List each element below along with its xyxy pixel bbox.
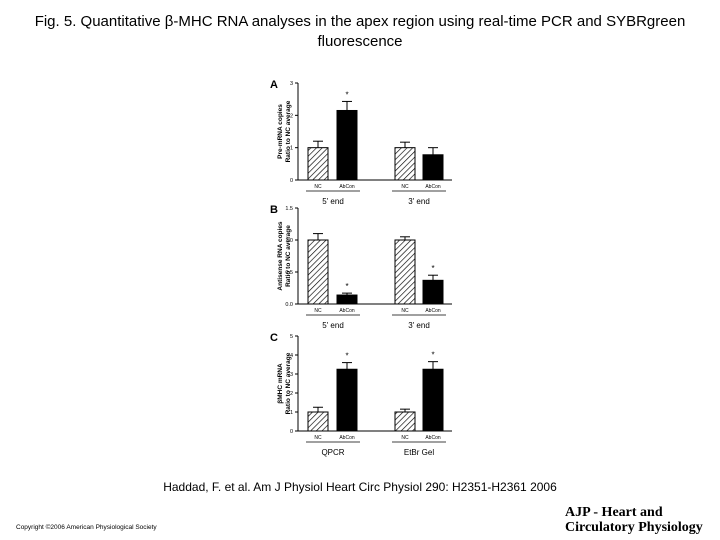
panel-b-group-label: 5' end: [322, 321, 344, 330]
panel-c-y-tick-label: 0: [290, 429, 293, 435]
panel-c-category-label: AbCon: [425, 435, 441, 441]
journal-logo: AJP - Heart and Circulatory Physiology: [565, 505, 703, 535]
panel-c-y-tick-label: 1: [290, 410, 293, 416]
panel-b-group-label: 3' end: [408, 321, 430, 330]
copyright-notice: Copyright ©2006 American Physiological S…: [16, 524, 157, 531]
panel-b-y-tick-label: 1.0: [285, 238, 293, 244]
panel-c-bar: [336, 368, 358, 432]
panel-a-bar: [422, 154, 444, 181]
panel-b-category-label: NC: [401, 308, 409, 314]
figure-title: Fig. 5. Quantitative β-MHC RNA analyses …: [34, 13, 686, 50]
panel-a-group-label: 5' end: [322, 197, 344, 206]
panel-c-significance-marker: *: [345, 352, 348, 361]
panel-b-bar: [394, 239, 416, 305]
panel-c-group-label: EtBr Gel: [404, 448, 434, 457]
panel-b-y-label-line: Ratio to NC average: [285, 225, 292, 287]
panel-b-y-tick-label: 0.0: [285, 302, 293, 308]
panel-c-group-label: QPCR: [321, 448, 344, 457]
panel-a-letter: A: [270, 79, 278, 91]
citation: Haddad, F. et al. Am J Physiol Heart Cir…: [163, 480, 557, 494]
panel-b-y-tick-label: 0.5: [285, 270, 293, 276]
panel-c-y-tick-label: 2: [290, 391, 293, 397]
panel-c-significance-marker: *: [431, 351, 434, 360]
panel-c-y-label-line: Ratio to NC average: [285, 352, 292, 414]
panel-b-bar: [307, 239, 329, 305]
panel-c-y-label-line: βMHC mRNA: [277, 363, 284, 404]
panel-c-y-tick-label: 5: [290, 334, 293, 340]
journal-logo-line-1: AJP - Heart and: [565, 505, 663, 520]
panel-a-bar: [336, 109, 358, 181]
panel-c-letter: C: [270, 332, 278, 344]
panel-a-group-label: 3' end: [408, 197, 430, 206]
panel-b-bar: [422, 279, 444, 305]
panel-b-y-tick-label: 1.5: [285, 206, 293, 212]
panel-a-y-tick-label: 1: [290, 146, 293, 152]
panel-a-category-label: NC: [401, 184, 409, 190]
panel-b-category-label: AbCon: [425, 308, 441, 314]
panel-b-category-label: AbCon: [339, 308, 355, 314]
panel-b-y-label-line: Antisense RNA copies: [277, 221, 284, 290]
panel-b-significance-marker: *: [345, 282, 348, 291]
panel-c-bar: [422, 368, 444, 432]
panel-a-category-label: NC: [314, 184, 322, 190]
panel-c-category-label: NC: [314, 435, 322, 441]
panel-c-y-tick-label: 4: [290, 353, 293, 359]
panel-c-y-tick-label: 3: [290, 372, 293, 378]
panel-a-category-label: AbCon: [339, 184, 355, 190]
panel-a-significance-marker: *: [345, 90, 348, 99]
journal-logo-line-2: Circulatory Physiology: [565, 520, 703, 535]
panel-a-bar: [394, 147, 416, 181]
panel-a-y-tick-label: 2: [290, 113, 293, 119]
panel-a-category-label: AbCon: [425, 184, 441, 190]
panel-a-y-tick-label: 3: [290, 81, 293, 87]
panel-b-letter: B: [270, 204, 278, 216]
panel-b-significance-marker: *: [431, 264, 434, 273]
panel-a-y-label-line: Pre-mRNA copies: [277, 104, 284, 159]
panel-c-category-label: NC: [401, 435, 409, 441]
panel-c-category-label: AbCon: [339, 435, 355, 441]
panel-c-bar: [307, 411, 329, 432]
panel-a-y-label-line: Ratio to NC average: [285, 100, 292, 162]
panel-b-category-label: NC: [314, 308, 322, 314]
panel-b-bar: [336, 294, 358, 305]
panel-a-bar: [307, 147, 329, 181]
panel-a-y-tick-label: 0: [290, 178, 293, 184]
panel-c-bar: [394, 411, 416, 432]
